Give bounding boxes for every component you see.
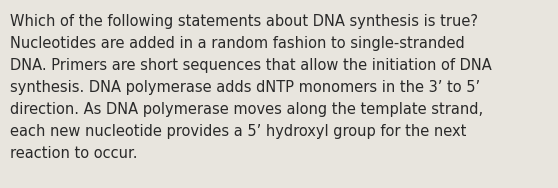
- Text: Which of the following statements about DNA synthesis is true?: Which of the following statements about …: [10, 14, 478, 29]
- Text: reaction to occur.: reaction to occur.: [10, 146, 137, 161]
- Text: direction. As DNA polymerase moves along the template strand,: direction. As DNA polymerase moves along…: [10, 102, 483, 117]
- Text: Nucleotides are added in a random fashion to single-stranded: Nucleotides are added in a random fashio…: [10, 36, 465, 51]
- Text: each new nucleotide provides a 5’ hydroxyl group for the next: each new nucleotide provides a 5’ hydrox…: [10, 124, 466, 139]
- Text: DNA. Primers are short sequences that allow the initiation of DNA: DNA. Primers are short sequences that al…: [10, 58, 492, 73]
- Text: synthesis. DNA polymerase adds dNTP monomers in the 3’ to 5’: synthesis. DNA polymerase adds dNTP mono…: [10, 80, 480, 95]
